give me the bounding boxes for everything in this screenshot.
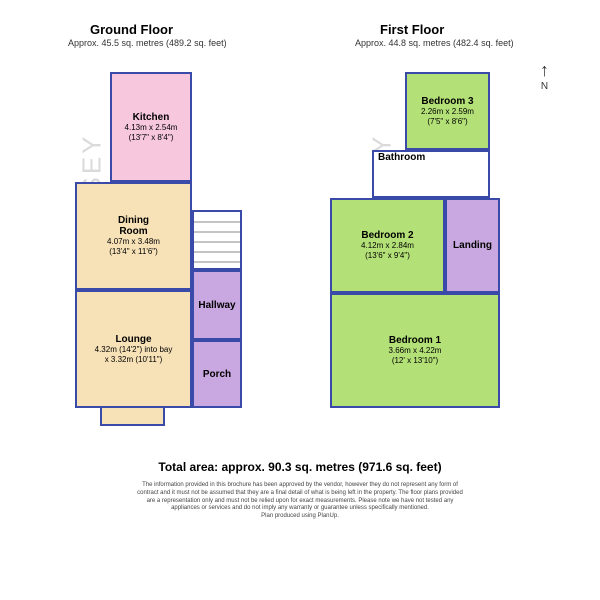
disclaimer-line4: appliances or services and do not imply … <box>30 505 570 513</box>
dining-dims1: 4.07m x 3.48m <box>107 237 160 247</box>
bedroom1-label: Bedroom 1 <box>389 335 441 346</box>
bedroom3-dims2: (7'5" x 8'6") <box>427 117 467 127</box>
bedroom2-dims2: (13'6" x 9'4") <box>365 251 410 261</box>
first-floor-title: First Floor <box>380 22 444 37</box>
bedroom3-label: Bedroom 3 <box>421 96 473 107</box>
room-dining: Dining Room 4.07m x 3.48m (13'4" x 11'6"… <box>75 182 192 290</box>
bedroom2-dims1: 4.12m x 2.84m <box>361 241 414 251</box>
bedroom3-dims1: 2.26m x 2.59m <box>421 107 474 117</box>
disclaimer-line3: are a representation only and must not b… <box>30 498 570 506</box>
disclaimer-text: The information provided in this brochur… <box>0 482 600 521</box>
lounge-label: Lounge <box>115 334 151 345</box>
disclaimer-line2: contract and it must not be assumed that… <box>30 490 570 498</box>
kitchen-dims1: 4.13m x 2.54m <box>125 123 178 133</box>
room-stairs-ground <box>192 210 242 270</box>
stairs-icon <box>194 212 240 268</box>
room-bedroom2: Bedroom 2 4.12m x 2.84m (13'6" x 9'4") <box>330 198 445 293</box>
room-hallway: Hallway <box>192 270 242 340</box>
room-bathroom: Bathroom <box>372 150 490 198</box>
landing-label: Landing <box>453 240 492 251</box>
dining-label2: Room <box>119 226 147 237</box>
room-kitchen: Kitchen 4.13m x 2.54m (13'7" x 8'4") <box>110 72 192 182</box>
ground-floor-subtitle: Approx. 45.5 sq. metres (489.2 sq. feet) <box>68 38 227 48</box>
bedroom1-dims2: (12' x 13'10") <box>392 356 438 366</box>
bedroom2-label: Bedroom 2 <box>361 230 413 241</box>
dining-dims2: (13'4" x 11'6") <box>109 247 158 257</box>
room-bedroom3: Bedroom 3 2.26m x 2.59m (7'5" x 8'6") <box>405 72 490 150</box>
porch-label: Porch <box>203 369 231 380</box>
lounge-bay <box>100 408 165 426</box>
lounge-dims2: x 3.32m (10'11") <box>105 355 163 365</box>
room-landing: Landing <box>445 198 500 293</box>
disclaimer-line1: The information provided in this brochur… <box>30 482 570 490</box>
lounge-dims1: 4.32m (14'2") into bay <box>95 345 173 355</box>
first-floor-subtitle: Approx. 44.8 sq. metres (482.4 sq. feet) <box>355 38 514 48</box>
north-arrow-icon: ↑N <box>540 60 549 92</box>
bathroom-label: Bathroom <box>378 152 425 163</box>
hallway-label: Hallway <box>198 300 235 311</box>
room-bedroom1: Bedroom 1 3.66m x 4.22m (12' x 13'10") <box>330 293 500 408</box>
total-area-text: Total area: approx. 90.3 sq. metres (971… <box>0 460 600 474</box>
kitchen-label: Kitchen <box>133 112 170 123</box>
kitchen-dims2: (13'7" x 8'4") <box>129 133 174 143</box>
dining-label1: Dining <box>118 215 149 226</box>
room-porch: Porch <box>192 340 242 408</box>
ground-floor-title: Ground Floor <box>90 22 173 37</box>
disclaimer-line5: Plan produced using PlanUp. <box>30 513 570 521</box>
room-lounge: Lounge 4.32m (14'2") into bay x 3.32m (1… <box>75 290 192 408</box>
bedroom1-dims1: 3.66m x 4.22m <box>389 346 442 356</box>
